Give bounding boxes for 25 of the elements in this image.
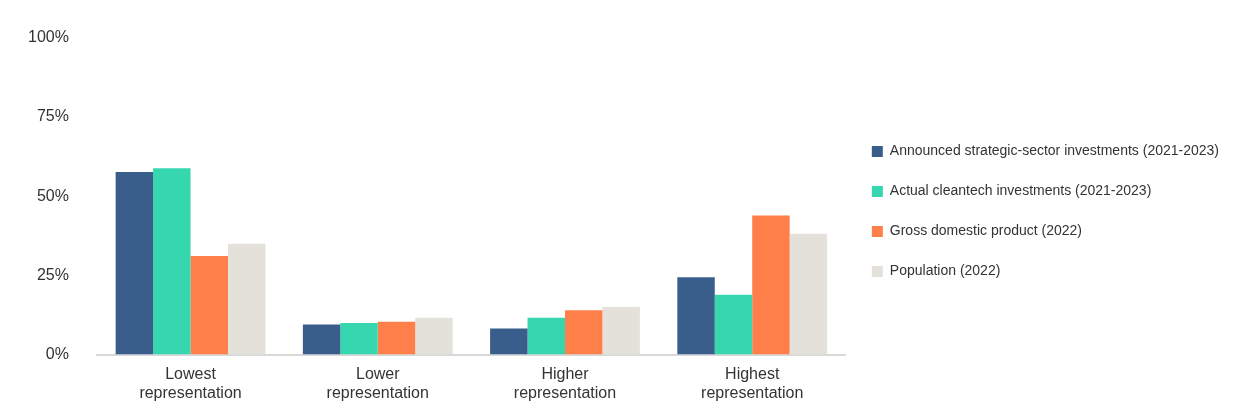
bar [115, 172, 154, 355]
y-tick-label: 50% [36, 186, 69, 204]
bar [490, 328, 528, 355]
legend-label: Actual cleantech investments (2021-2023) [889, 182, 1152, 199]
bar [302, 324, 341, 355]
bar [752, 215, 790, 355]
y-tick-label: 25% [36, 265, 69, 283]
x-tick-label: Higher representation [513, 364, 617, 401]
legend-label: Gross domestic product (2022) [889, 222, 1083, 239]
x-tick-label: Highest representation [701, 364, 804, 401]
bar [527, 317, 565, 355]
bar [677, 277, 715, 355]
legend-label: Population (2022) [889, 262, 1001, 279]
y-tick-label: 100% [28, 28, 69, 46]
y-tick-label: 0% [45, 345, 69, 363]
bar [340, 322, 378, 355]
bar [377, 321, 416, 355]
y-tick-label: 75% [36, 107, 69, 125]
bar [190, 256, 228, 355]
x-tick-label: Lowest representation [139, 364, 242, 401]
legend-label: Announced strategic-sector investments (2021-2023) [889, 142, 1220, 159]
bar [714, 294, 753, 355]
x-tick-label: Lower representation [326, 364, 429, 401]
bar [564, 310, 603, 355]
bar [153, 168, 191, 355]
